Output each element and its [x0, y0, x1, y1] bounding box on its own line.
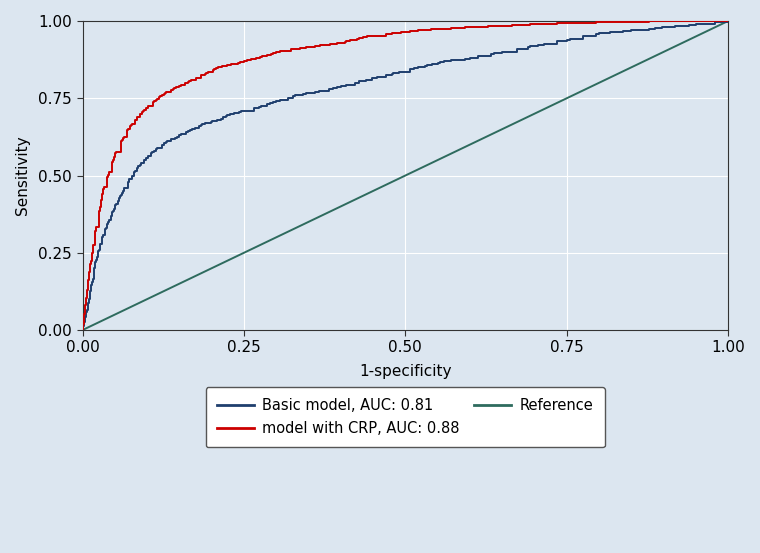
Legend: Basic model, AUC: 0.81, model with CRP, AUC: 0.88, Reference: Basic model, AUC: 0.81, model with CRP, … [205, 387, 605, 447]
X-axis label: 1-specificity: 1-specificity [359, 364, 451, 379]
Y-axis label: Sensitivity: Sensitivity [15, 135, 30, 215]
